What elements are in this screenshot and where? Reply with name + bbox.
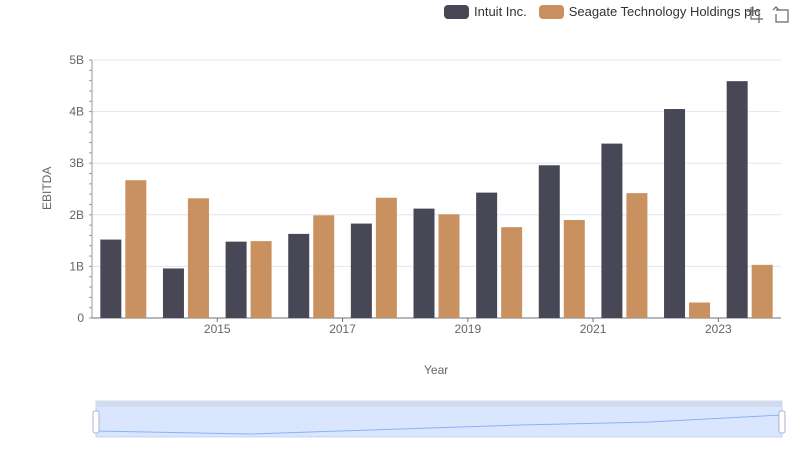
bar-seagate [187, 198, 209, 318]
datazoom-handle-left[interactable] [92, 410, 100, 434]
bar-intuit [726, 81, 748, 318]
y-tick-label: 4B [69, 105, 84, 119]
bar-intuit [225, 241, 247, 318]
legend-item-intuit[interactable]: Intuit Inc. [444, 4, 527, 19]
x-tick-label: 2019 [454, 322, 481, 336]
legend-label-seagate: Seagate Technology Holdings plc [568, 4, 761, 19]
y-tick-label: 3B [69, 156, 84, 170]
x-tick-label: 2015 [204, 322, 231, 336]
bar-seagate [313, 215, 335, 318]
legend-swatch-intuit [444, 4, 469, 19]
bar-seagate [563, 219, 585, 318]
bar-seagate [125, 180, 147, 318]
datazoom-top-bar [96, 401, 782, 407]
toolbox [746, 6, 798, 24]
bar-seagate [501, 227, 523, 318]
bar-intuit [413, 208, 435, 318]
x-tick-label: 2023 [705, 322, 732, 336]
legend-swatch-seagate [538, 4, 564, 19]
bar-seagate [751, 264, 773, 318]
bar-seagate [250, 241, 272, 318]
bar-intuit [288, 233, 310, 318]
legend: Intuit Inc. Seagate Technology Holdings … [444, 4, 773, 19]
y-tick-label: 2B [69, 208, 84, 222]
bar-intuit [601, 143, 623, 318]
bar-intuit [664, 109, 686, 319]
bar-intuit [476, 192, 498, 318]
zoom-icon[interactable] [746, 6, 764, 24]
bar-intuit [538, 165, 560, 318]
bar-intuit [350, 223, 372, 318]
zoom-reset-icon[interactable] [772, 6, 790, 24]
datazoom-preview-line [95, 414, 783, 435]
x-axis-title: Year [424, 363, 449, 377]
bar-intuit [100, 239, 122, 318]
legend-label-intuit: Intuit Inc. [474, 4, 527, 19]
bar-seagate [375, 197, 397, 318]
bar-intuit [162, 268, 184, 318]
y-tick-label: 0 [77, 311, 84, 325]
x-tick-label: 2017 [329, 322, 356, 336]
bar-seagate [438, 214, 460, 318]
datazoom-selection [96, 407, 782, 437]
datazoom-handle-right[interactable] [778, 410, 786, 434]
x-tick-label: 2021 [580, 322, 607, 336]
y-tick-label: 1B [69, 259, 84, 273]
bar-seagate [626, 193, 648, 318]
legend-item-seagate[interactable]: Seagate Technology Holdings plc [538, 4, 761, 19]
y-tick-label: 5B [69, 53, 84, 67]
bar-seagate [689, 302, 711, 318]
